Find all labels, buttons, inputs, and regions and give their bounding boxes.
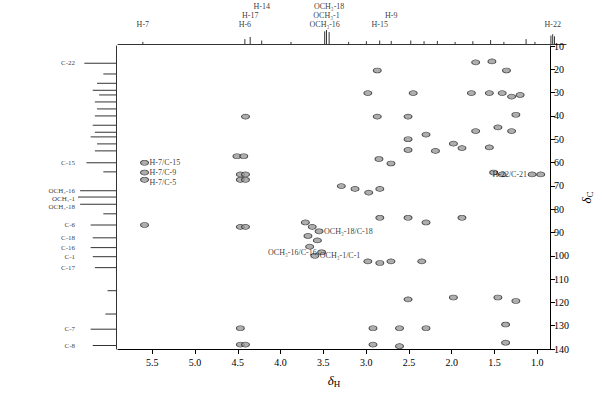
svg-text:C-16: C-16 <box>61 244 76 252</box>
svg-text:2.0: 2.0 <box>445 357 458 368</box>
svg-text:C: C <box>585 191 595 197</box>
svg-text:100: 100 <box>554 250 569 261</box>
svg-text:C-7: C-7 <box>65 325 76 333</box>
svg-text:OCH₃-18: OCH₃-18 <box>48 203 75 211</box>
svg-text:H-22/C-21: H-22/C-21 <box>492 170 527 179</box>
svg-text:110: 110 <box>554 274 569 285</box>
svg-text:20: 20 <box>554 64 564 75</box>
svg-text:OCH₃-16/C-16: OCH₃-16/C-16 <box>268 248 317 257</box>
svg-text:70: 70 <box>554 180 564 191</box>
svg-text:H-15: H-15 <box>371 20 387 29</box>
svg-text:3.5: 3.5 <box>317 357 330 368</box>
svg-text:5.5: 5.5 <box>146 357 159 368</box>
svg-text:C-18: C-18 <box>61 234 76 242</box>
svg-text:H-7/C-15: H-7/C-15 <box>150 158 181 167</box>
svg-text:140: 140 <box>554 344 569 355</box>
svg-text:1.5: 1.5 <box>488 357 501 368</box>
svg-text:4.5: 4.5 <box>232 357 245 368</box>
svg-text:OCH₃-1/C-1: OCH₃-1/C-1 <box>320 251 361 260</box>
svg-text:H-7/C-9: H-7/C-9 <box>150 168 177 177</box>
svg-text:OCH₃-16: OCH₃-16 <box>310 20 340 29</box>
svg-text:H-17: H-17 <box>242 11 258 20</box>
svg-text:40: 40 <box>554 110 564 121</box>
svg-text:H-7: H-7 <box>137 20 149 29</box>
svg-text:OCH₃-1: OCH₃-1 <box>52 195 76 203</box>
svg-text:80: 80 <box>554 204 564 215</box>
svg-text:10: 10 <box>554 41 564 52</box>
svg-text:120: 120 <box>554 297 569 308</box>
svg-text:5.0: 5.0 <box>189 357 202 368</box>
svg-text:OCH₃-18: OCH₃-18 <box>314 2 344 11</box>
svg-text:δ: δ <box>327 373 334 388</box>
svg-text:1.0: 1.0 <box>531 357 544 368</box>
svg-text:δ: δ <box>579 197 594 204</box>
svg-text:C-15: C-15 <box>61 159 76 167</box>
svg-text:H-14: H-14 <box>253 2 269 11</box>
svg-text:C-22: C-22 <box>61 59 76 67</box>
svg-text:2.5: 2.5 <box>403 357 416 368</box>
svg-text:130: 130 <box>554 320 569 331</box>
svg-text:4.0: 4.0 <box>274 357 287 368</box>
svg-text:30: 30 <box>554 87 564 98</box>
svg-text:H-22: H-22 <box>544 20 560 29</box>
svg-text:C-17: C-17 <box>61 264 76 272</box>
svg-text:50: 50 <box>554 134 564 145</box>
svg-text:OCH₃-18/C-18: OCH₃-18/C-18 <box>324 227 373 236</box>
svg-text:3.0: 3.0 <box>360 357 373 368</box>
svg-text:H-7/C-5: H-7/C-5 <box>150 178 177 187</box>
svg-text:H-9: H-9 <box>385 11 397 20</box>
svg-text:90: 90 <box>554 227 564 238</box>
svg-text:H: H <box>334 379 341 389</box>
svg-text:H-6: H-6 <box>239 20 251 29</box>
svg-text:C-8: C-8 <box>65 342 76 350</box>
svg-text:C-1: C-1 <box>65 253 76 261</box>
svg-text:60: 60 <box>554 157 564 168</box>
svg-text:OCH₃-1: OCH₃-1 <box>313 11 339 20</box>
svg-text:OCH₃-16: OCH₃-16 <box>48 187 75 195</box>
svg-text:C-6: C-6 <box>65 221 76 229</box>
